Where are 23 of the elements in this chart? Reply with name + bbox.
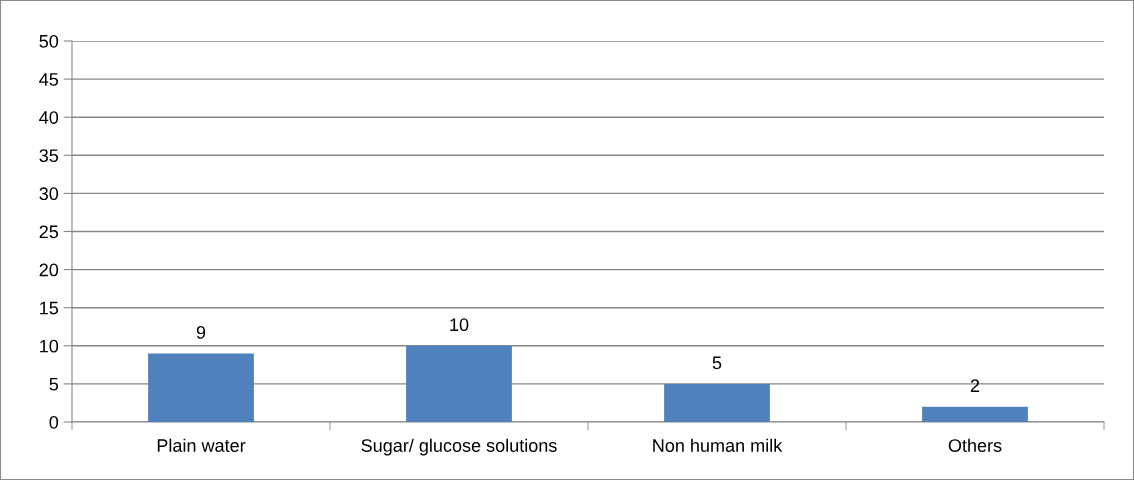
y-tick-label: 25 <box>39 225 59 239</box>
y-tick-label: 0 <box>49 415 59 429</box>
bar <box>148 353 254 422</box>
x-tick-label: Others <box>948 438 1002 452</box>
data-label: 9 <box>196 325 206 339</box>
y-tick-label: 30 <box>39 187 59 201</box>
y-tick-label: 15 <box>40 301 59 315</box>
y-tick-label: 40 <box>39 111 59 124</box>
data-label: 5 <box>712 356 722 370</box>
y-tick-label: 35 <box>39 149 59 163</box>
x-tick-label: Sugar/ glucose solutions <box>361 438 557 456</box>
y-tick-label: 20 <box>39 263 59 277</box>
bar <box>664 383 770 422</box>
y-tick-label: 45 <box>39 73 59 86</box>
data-label: 2 <box>970 379 980 392</box>
bar <box>406 345 512 422</box>
y-tick-label: 50 <box>39 34 59 48</box>
x-tick-label: Non human milk <box>653 438 783 452</box>
y-tick-label: 5 <box>49 378 59 391</box>
y-tick-label: 10 <box>40 339 59 353</box>
x-tick-label: Plain water <box>157 438 246 452</box>
bar <box>922 406 1028 422</box>
data-label: 10 <box>450 318 469 332</box>
